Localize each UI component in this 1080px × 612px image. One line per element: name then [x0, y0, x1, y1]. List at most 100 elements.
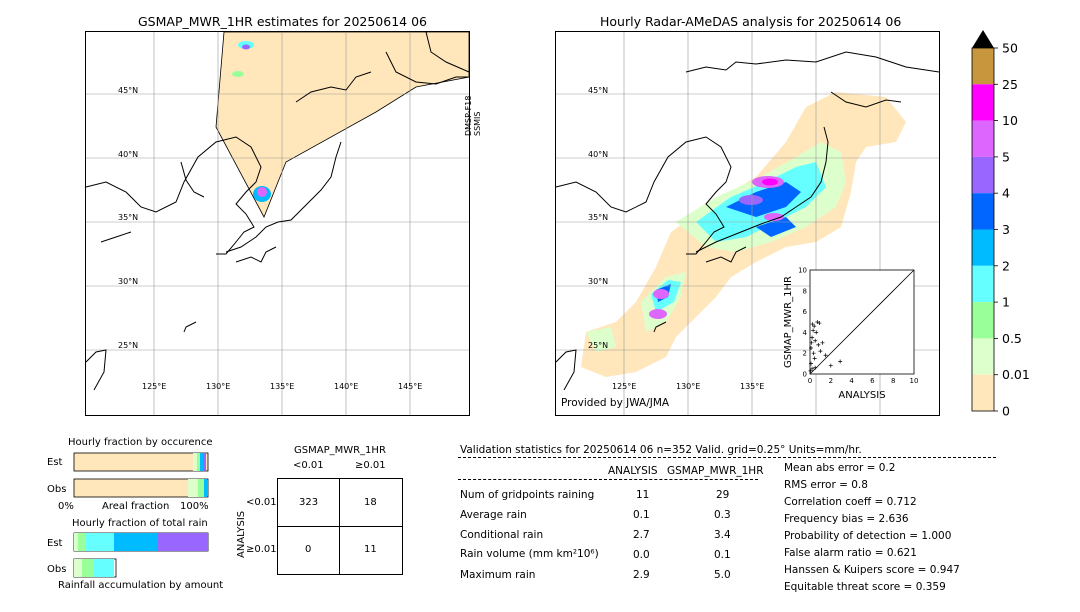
scatter-y-label: GSMAP_MWR_1HR — [783, 276, 794, 368]
colorbar-label: 0.5 — [1002, 331, 1022, 346]
validation-header: Validation statistics for 20250614 06 n=… — [460, 444, 862, 456]
scatter-x-tick: 0 — [808, 377, 812, 385]
right-lon-label: 125°E — [612, 382, 637, 391]
contingency-cell: 11 — [364, 544, 377, 555]
validation-row-analysis: 2.9 — [633, 569, 650, 581]
right-lon-label: 135°E — [740, 382, 765, 391]
colorbar: 50 25 10 5 4 3 2 1 0.5 0.01 0 — [971, 30, 1030, 419]
left-lat-label: 40°N — [118, 150, 139, 159]
right-lat-label: 30°N — [588, 277, 609, 286]
right-lon-label: 130°E — [676, 382, 701, 391]
scatter-point — [813, 338, 818, 343]
scatter-point — [823, 353, 828, 358]
colorbar-segment — [972, 193, 994, 230]
scatter-point — [814, 330, 819, 335]
score-line: Probability of detection = 1.000 — [784, 530, 952, 542]
left-map-frame — [85, 31, 470, 416]
validation-row-gsmap: 29 — [716, 489, 730, 501]
colorbar-label: 10 — [1002, 113, 1018, 128]
left-precip-blob — [232, 71, 244, 77]
data-credit: Provided by JWA/JMA — [561, 397, 670, 409]
left-map-title: GSMAP_MWR_1HR estimates for 20250614 06 — [138, 14, 427, 29]
scatter-point — [828, 363, 833, 368]
scatter-point — [809, 346, 814, 350]
right-precip-core — [739, 195, 763, 205]
left-lat-label: 45°N — [118, 86, 139, 95]
contingency-row-label: ≥0.01 — [246, 544, 277, 555]
scatter-point — [810, 335, 815, 340]
right-precip-core — [653, 289, 669, 299]
occurrence-bars — [73, 452, 209, 498]
contingency-cell: 0 — [305, 544, 312, 555]
scatter-point — [811, 351, 816, 356]
contingency-title: GSMAP_MWR_1HR — [294, 445, 386, 456]
occurrence-row-label: Est — [47, 457, 63, 468]
contingency-cell: 323 — [299, 497, 319, 508]
scatter-point — [817, 321, 822, 326]
left-lat-label: 35°N — [118, 213, 139, 222]
left-lon-label: 145°E — [398, 382, 423, 391]
validation-row-label: Num of gridpoints raining — [460, 489, 595, 501]
colorbar-extend-arrow — [972, 30, 994, 48]
colorbar-label: 4 — [1002, 186, 1010, 201]
scatter-point — [815, 320, 820, 324]
scatter-y-tick: 10 — [798, 267, 807, 275]
scatter-y-tick: 0 — [803, 371, 807, 379]
colorbar-segment — [972, 265, 994, 303]
scatter-inset: 00 2 2 4 4 6 6 8 8 10 10 ANALYSIS GSMAP_MWR_1HR — [783, 267, 919, 402]
scatter-point — [838, 359, 843, 364]
total-rain-row-label: Obs — [47, 564, 67, 575]
right-lat-label: 35°N — [588, 213, 609, 222]
total-rain-row-label: Est — [47, 538, 63, 549]
right-lat-label: 45°N — [588, 86, 609, 95]
right-lat-label: 25°N — [588, 341, 609, 350]
total-rain-bars — [73, 532, 209, 578]
scatter-x-tick: 10 — [910, 377, 919, 385]
validation-row-gsmap: 0.3 — [714, 509, 731, 521]
score-line: Equitable threat score = 0.359 — [784, 581, 946, 593]
contingency-cell: 18 — [364, 497, 377, 508]
scatter-y-tick: 6 — [803, 308, 808, 316]
left-side-label: DMSP-F18 SSMIS — [464, 96, 482, 136]
scatter-x-label: ANALYSIS — [838, 390, 885, 401]
scatter-diagonal — [809, 269, 915, 375]
scatter-point — [818, 349, 823, 354]
scatter-point — [812, 356, 817, 361]
colorbar-segment — [972, 229, 994, 266]
colorbar-segment — [972, 120, 994, 157]
colorbar-label: 0.01 — [1002, 367, 1030, 382]
validation-row-gsmap: 0.1 — [714, 549, 731, 561]
left-lon-label: 130°E — [206, 382, 231, 391]
right-precip-core — [649, 309, 667, 319]
colorbar-segment — [972, 338, 994, 375]
scatter-point — [812, 324, 817, 329]
scatter-point — [813, 365, 818, 370]
occurrence-row-label: Obs — [47, 484, 67, 495]
scatter-point — [808, 368, 813, 373]
colorbar-label: 50 — [1002, 41, 1018, 56]
scatter-point — [810, 322, 815, 327]
left-precip-blob — [257, 187, 267, 197]
occurrence-axis-left: 0% — [58, 501, 74, 512]
colorbar-label: 5 — [1002, 149, 1010, 164]
scatter-point — [820, 340, 825, 345]
scatter-point — [809, 340, 814, 345]
right-coastline — [555, 51, 940, 391]
validation-row-analysis: 11 — [636, 489, 650, 501]
validation-col-gsmap: GSMAP_MWR_1HR — [667, 465, 764, 477]
validation-row-label: Conditional rain — [460, 529, 544, 541]
left-lon-label: 135°E — [270, 382, 295, 391]
occurrence-title: Hourly fraction by occurence — [68, 437, 213, 448]
right-map-title: Hourly Radar-AMeDAS analysis for 2025061… — [600, 14, 902, 29]
right-precip-light — [586, 327, 616, 352]
occurrence-axis-right: 100% — [180, 501, 209, 512]
scatter-point — [810, 366, 815, 371]
total-rain-title: Hourly fraction of total rain — [72, 518, 208, 529]
colorbar-segment — [972, 302, 994, 339]
colorbar-label: 1 — [1002, 295, 1010, 310]
colorbar-segment — [972, 84, 994, 121]
left-map-svg — [85, 31, 470, 415]
contingency-col-label: <0.01 — [293, 460, 324, 471]
colorbar-label: 2 — [1002, 258, 1010, 273]
validation-col-rule — [458, 479, 758, 480]
